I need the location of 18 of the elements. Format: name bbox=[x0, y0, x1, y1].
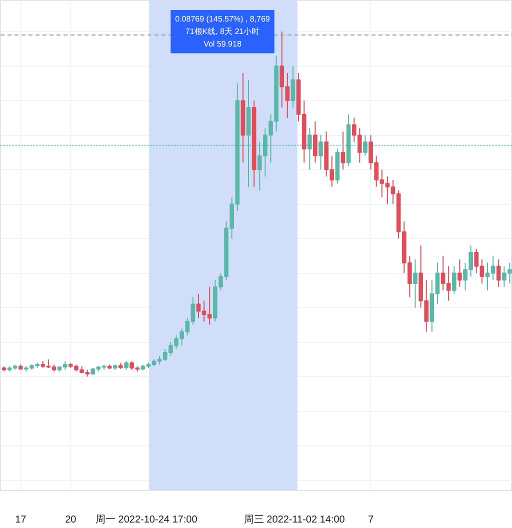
candlestick bbox=[313, 120, 318, 164]
candlestick bbox=[413, 258, 418, 308]
annotation: 71根K线, 8天 21小时 bbox=[185, 27, 260, 36]
candlestick bbox=[318, 134, 323, 170]
candlestick bbox=[363, 134, 368, 156]
x-tick-label: 7 bbox=[368, 514, 374, 526]
candlestick bbox=[290, 66, 296, 108]
candlestick bbox=[452, 266, 456, 294]
candlestick bbox=[496, 258, 501, 288]
text: 0.08769 (145.57%) , 8,769 bbox=[175, 14, 270, 24]
x-tick-label: 周一 2022-10-24 17:00 bbox=[96, 514, 198, 526]
candlestick bbox=[458, 258, 462, 288]
x-tick-label: 周三 2022-11-02 14:00 bbox=[244, 514, 346, 526]
x-tick-label: 20 bbox=[65, 514, 77, 526]
candlestick bbox=[307, 128, 312, 170]
candlestick bbox=[340, 131, 346, 170]
annotation: Vol 59.918 bbox=[204, 40, 242, 49]
x-tick-label: 17 bbox=[15, 514, 27, 526]
